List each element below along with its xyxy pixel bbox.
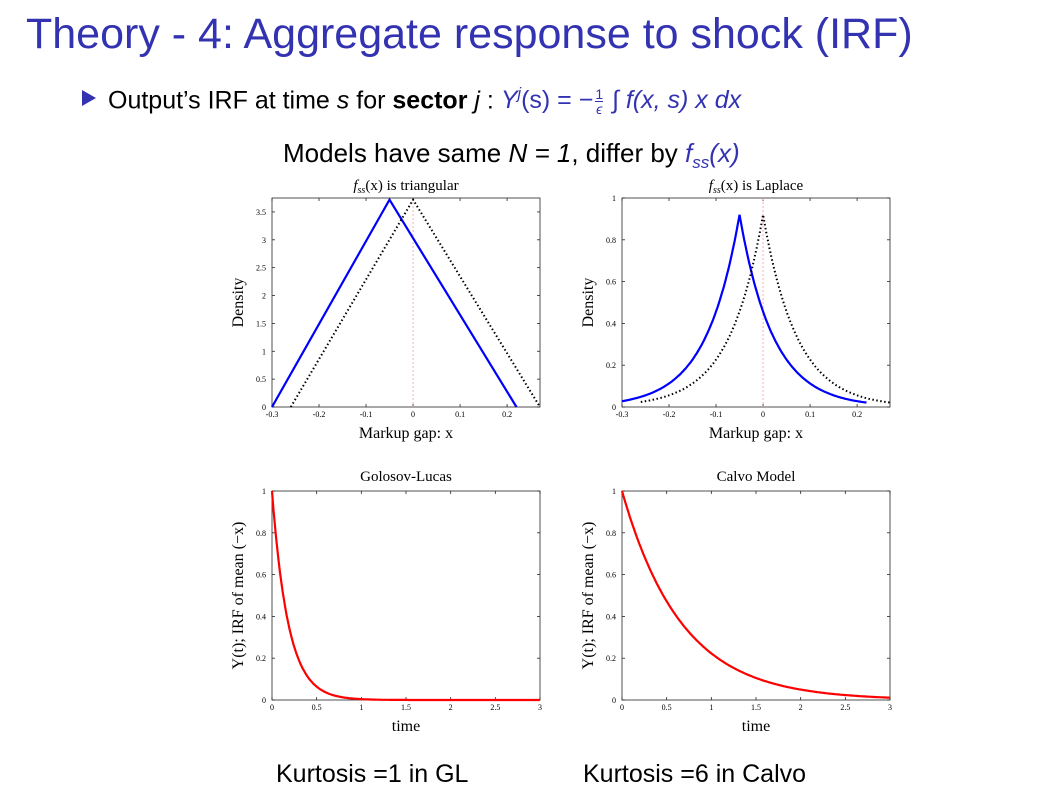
chart4-xtick-label: 0.5 [662, 703, 672, 712]
chart1-xtick-label: -0.1 [360, 410, 373, 419]
chart1-ytick-label: 2.5 [256, 264, 266, 273]
chart3-ytick-label: 0.8 [256, 529, 266, 538]
chart2-title: fss(x) is Laplace [709, 178, 804, 196]
chart1-ylabel: Density [230, 278, 247, 328]
chart4-series-red-line [620, 490, 891, 699]
chart3-xtick-label: 3 [538, 703, 542, 712]
bullet-j-var: j [474, 86, 480, 115]
bullet-triangle-icon [82, 90, 96, 107]
footer-kurtosis-calvo: Kurtosis =6 in Calvo [583, 760, 807, 788]
chart1-series-dotted-line [289, 197, 541, 408]
chart2-ytick-label: 0 [612, 403, 616, 412]
chart2-ytick-label: 0.4 [606, 319, 616, 328]
chart3-xtick-label: 0 [270, 703, 274, 712]
bullet-prefix: Output’s IRF at time [108, 86, 330, 115]
chart4-xtick-label: 0 [620, 703, 624, 712]
chart3-ytick-label: 0 [262, 696, 266, 705]
bullet-colon: : [486, 86, 494, 115]
chart1-xtick-label: 0 [411, 410, 415, 419]
chart4-title: Calvo Model [717, 469, 796, 485]
bullet-for: for [356, 86, 386, 115]
chart2-ytick-label: 1 [612, 194, 616, 203]
chart2-ytick-label: 0.8 [606, 236, 616, 245]
chart4-xtick-label: 2 [799, 703, 803, 712]
chart2-series-dotted-line [640, 214, 891, 404]
chart1-xtick-label: -0.2 [313, 410, 326, 419]
chart2-ytick-label: 0.2 [606, 361, 616, 370]
chart3-series-red-line [270, 490, 540, 702]
chart4-ytick-label: 0.6 [606, 571, 616, 580]
chart4-xtick-label: 1.5 [751, 703, 761, 712]
bullet-time-var: s [336, 86, 350, 115]
chart2-xtick-label: 0 [761, 410, 765, 419]
chart3-xtick-label: 1 [359, 703, 363, 712]
chart2-xtick-label: -0.3 [616, 410, 629, 419]
chart2-xtick-label: -0.1 [710, 410, 723, 419]
chart3-xtick-label: 2.5 [490, 703, 500, 712]
chart2-ylabel: Density [580, 278, 597, 328]
chart4-ytick-label: 1 [612, 487, 616, 496]
chart3-xtick-label: 0.5 [312, 703, 322, 712]
subtitle: Models have same N = 1, differ by fss(x) [283, 138, 740, 173]
chart3-ytick-label: 0.4 [256, 612, 266, 621]
chart4-ytick-label: 0.4 [606, 612, 616, 621]
chart1-xtick-label: 0.2 [502, 410, 512, 419]
chart2-axes-box [621, 197, 891, 408]
footer-kurtosis-gl: Kurtosis =1 in GL [276, 760, 469, 788]
chart1-ytick-label: 3 [262, 236, 266, 245]
bullet-formula: Yj(s) = −1 ϵ ∫ f(x, s) x dx [500, 86, 742, 118]
chart4-xtick-label: 1 [709, 703, 713, 712]
chart2-xtick-label: 0.2 [852, 410, 862, 419]
chart1-ytick-label: 0.5 [256, 375, 266, 384]
chart3-xlabel: time [392, 718, 420, 735]
chart4-xtick-label: 3 [888, 703, 892, 712]
bullet-bold-sector: sector [392, 86, 468, 115]
bullet-item: Output’s IRF at time s for sector j : Yj… [82, 86, 741, 116]
chart1-ytick-label: 0 [262, 403, 266, 412]
chart4-ytick-label: 0.2 [606, 654, 616, 663]
chart2-xtick-label: 0.1 [805, 410, 815, 419]
chart3-axes-box [271, 490, 541, 701]
chart4-ytick-label: 0.8 [606, 529, 616, 538]
chart2-xtick-label: -0.2 [663, 410, 676, 419]
chart1-axes-box [271, 197, 541, 408]
chart1-xlabel: Markup gap: x [359, 425, 453, 442]
chart1-xtick-label: 0.1 [455, 410, 465, 419]
chart3-ytick-label: 1 [262, 487, 266, 496]
chart3-xtick-label: 2 [449, 703, 453, 712]
chart1-ytick-label: 2 [262, 292, 266, 301]
f-ss-symbol: fss(x) [685, 138, 740, 173]
chart1-xtick-label: -0.3 [266, 410, 279, 419]
chart1-title: fss(x) is triangular [353, 178, 458, 196]
chart4-ylabel: Y(t); IRF of mean (−x) [580, 522, 597, 670]
chart1-series-blue-line [271, 197, 518, 408]
chart1-ytick-label: 1 [262, 347, 266, 356]
chart3-xtick-label: 1.5 [401, 703, 411, 712]
slide-title: Theory - 4: Aggregate response to shock … [26, 10, 913, 58]
chart3-ytick-label: 0.6 [256, 571, 266, 580]
chart3-ylabel: Y(t); IRF of mean (−x) [230, 522, 247, 670]
chart1-ytick-label: 1.5 [256, 319, 266, 328]
chart4-xlabel: time [742, 718, 770, 735]
chart4-xtick-label: 2.5 [840, 703, 850, 712]
chart3-title: Golosov-Lucas [360, 469, 452, 485]
chart1-ytick-label: 3.5 [256, 208, 266, 217]
chart2-ytick-label: 0.6 [606, 278, 616, 287]
chart2-series-blue-line [621, 214, 867, 404]
chart3-ytick-label: 0.2 [256, 654, 266, 663]
chart4-ytick-label: 0 [612, 696, 616, 705]
chart2-xlabel: Markup gap: x [709, 425, 803, 442]
